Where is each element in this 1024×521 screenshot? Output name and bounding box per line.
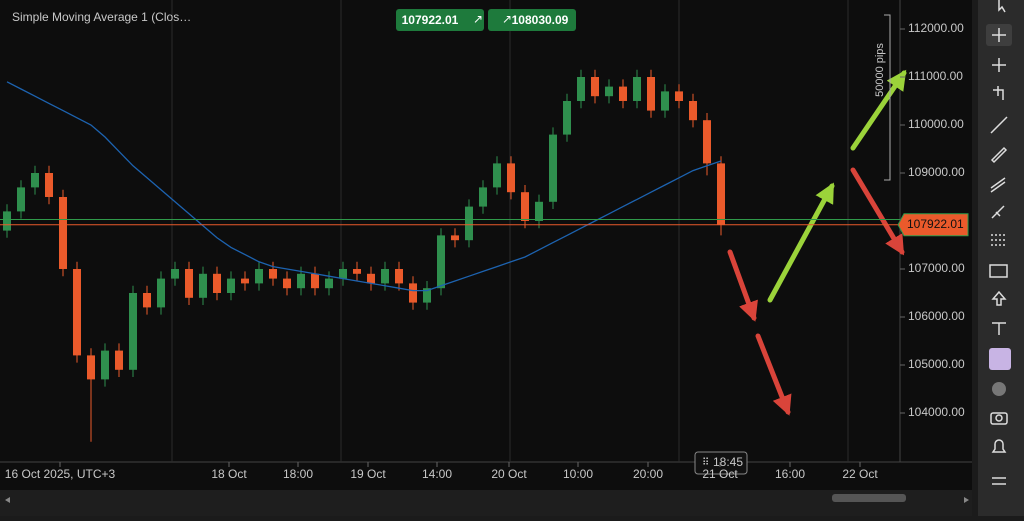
candle-body (255, 268, 263, 284)
candle-body (507, 163, 515, 193)
candle-body (101, 350, 109, 380)
candle-body (129, 292, 137, 370)
candle-body (633, 76, 641, 101)
candle-body (325, 278, 333, 289)
candle-body (59, 196, 67, 269)
candle-body (689, 100, 697, 121)
bid-badge[interactable] (396, 9, 484, 31)
candle-body (563, 100, 571, 135)
candle-body (703, 120, 711, 164)
candle-body (17, 187, 25, 212)
candle-body (717, 163, 725, 225)
y-tick-label: 104000.00 (908, 405, 965, 419)
candle-body (157, 278, 165, 308)
candle-body (171, 268, 179, 279)
x-tick-label: 18:00 (283, 467, 313, 481)
candle-body (479, 187, 487, 207)
annotations (727, 69, 907, 416)
crosshair-time-box (694, 451, 748, 475)
x-tick-label: 16 Oct 2025, UTC+3 (5, 467, 116, 481)
plot (3, 69, 725, 442)
y-tick-label: 111000.00 (908, 69, 963, 83)
bid-value: 107922.01 (402, 13, 459, 27)
candle-body (395, 268, 403, 284)
candle-body (549, 134, 557, 202)
x-tick-label: 14:00 (422, 467, 452, 481)
candle-body (87, 355, 95, 380)
scrollbar-thumb[interactable] (832, 494, 906, 502)
sma-line (6, 81, 722, 292)
candle-body (521, 192, 529, 221)
candle-body (213, 273, 221, 293)
candle-body (283, 278, 291, 289)
pips-label: 50000 pips (874, 43, 886, 97)
x-tick-label: 20:00 (633, 467, 663, 481)
x-tick-label: 19 Oct (350, 467, 386, 481)
candle-body (115, 350, 123, 370)
candle-body (31, 172, 39, 188)
candle-body (465, 206, 473, 241)
candle-body (241, 278, 249, 284)
ask-badge[interactable] (488, 9, 576, 31)
candle-body (311, 273, 319, 289)
y-tick-label: 107000.00 (908, 261, 965, 275)
x-tick-label: 18 Oct (211, 467, 247, 481)
candle-body (661, 91, 669, 111)
candle-body (381, 268, 389, 284)
candle-body (339, 268, 347, 279)
candle-body (451, 235, 459, 241)
candle-body (577, 76, 585, 101)
price-tag (897, 213, 969, 237)
crosshair-time: 18:45 (713, 455, 743, 469)
candle-body (619, 86, 627, 101)
candle-body (45, 172, 53, 197)
candle-body (353, 268, 361, 274)
y-tick-label: 106000.00 (908, 309, 965, 323)
candle-body (493, 163, 501, 188)
candle-body (269, 268, 277, 279)
candle-body (73, 268, 81, 356)
candle-body (185, 268, 193, 298)
candle-body (227, 278, 235, 293)
candle-body (605, 86, 613, 97)
candle-body (675, 91, 683, 101)
badge-icon: ↗ (473, 12, 483, 26)
pips-bracket (884, 14, 891, 181)
candle-body (437, 235, 445, 289)
scrollbar-area (0, 490, 972, 516)
candle-body (423, 288, 431, 303)
candle-body (143, 292, 151, 308)
toolbar-icons[interactable] (986, 0, 1012, 485)
x-tick-label: 20 Oct (491, 467, 527, 481)
ask-value: 108030.09 (512, 13, 569, 27)
drag-icon: ⠿ (702, 458, 709, 469)
candle-body (535, 201, 543, 221)
x-tick-label: 10:00 (563, 467, 593, 481)
badge-icon: ↗ (502, 12, 512, 26)
x-tick-label: 21 Oct (702, 467, 738, 481)
indicator-label: Simple Moving Average 1 (Clos… (12, 10, 191, 24)
toolbar (978, 0, 1024, 516)
x-tick-label: 22 Oct (842, 467, 878, 481)
candle-body (591, 76, 599, 97)
candle-body (647, 76, 655, 111)
y-tick-label: 109000.00 (908, 165, 965, 179)
candle-body (297, 273, 305, 289)
candle-body (199, 273, 207, 298)
day-separators (171, 0, 849, 462)
candle-body (3, 211, 11, 231)
y-tick-label: 105000.00 (908, 357, 965, 371)
y-tick-label: 112000.00 (908, 21, 964, 35)
chart-background (0, 0, 972, 490)
x-tick-label: 16:00 (775, 467, 805, 481)
y-tick-label: 110000.00 (908, 117, 964, 131)
candle-body (367, 273, 375, 284)
candle-body (409, 283, 417, 303)
price-tag-label: 107922.01 (907, 217, 964, 231)
